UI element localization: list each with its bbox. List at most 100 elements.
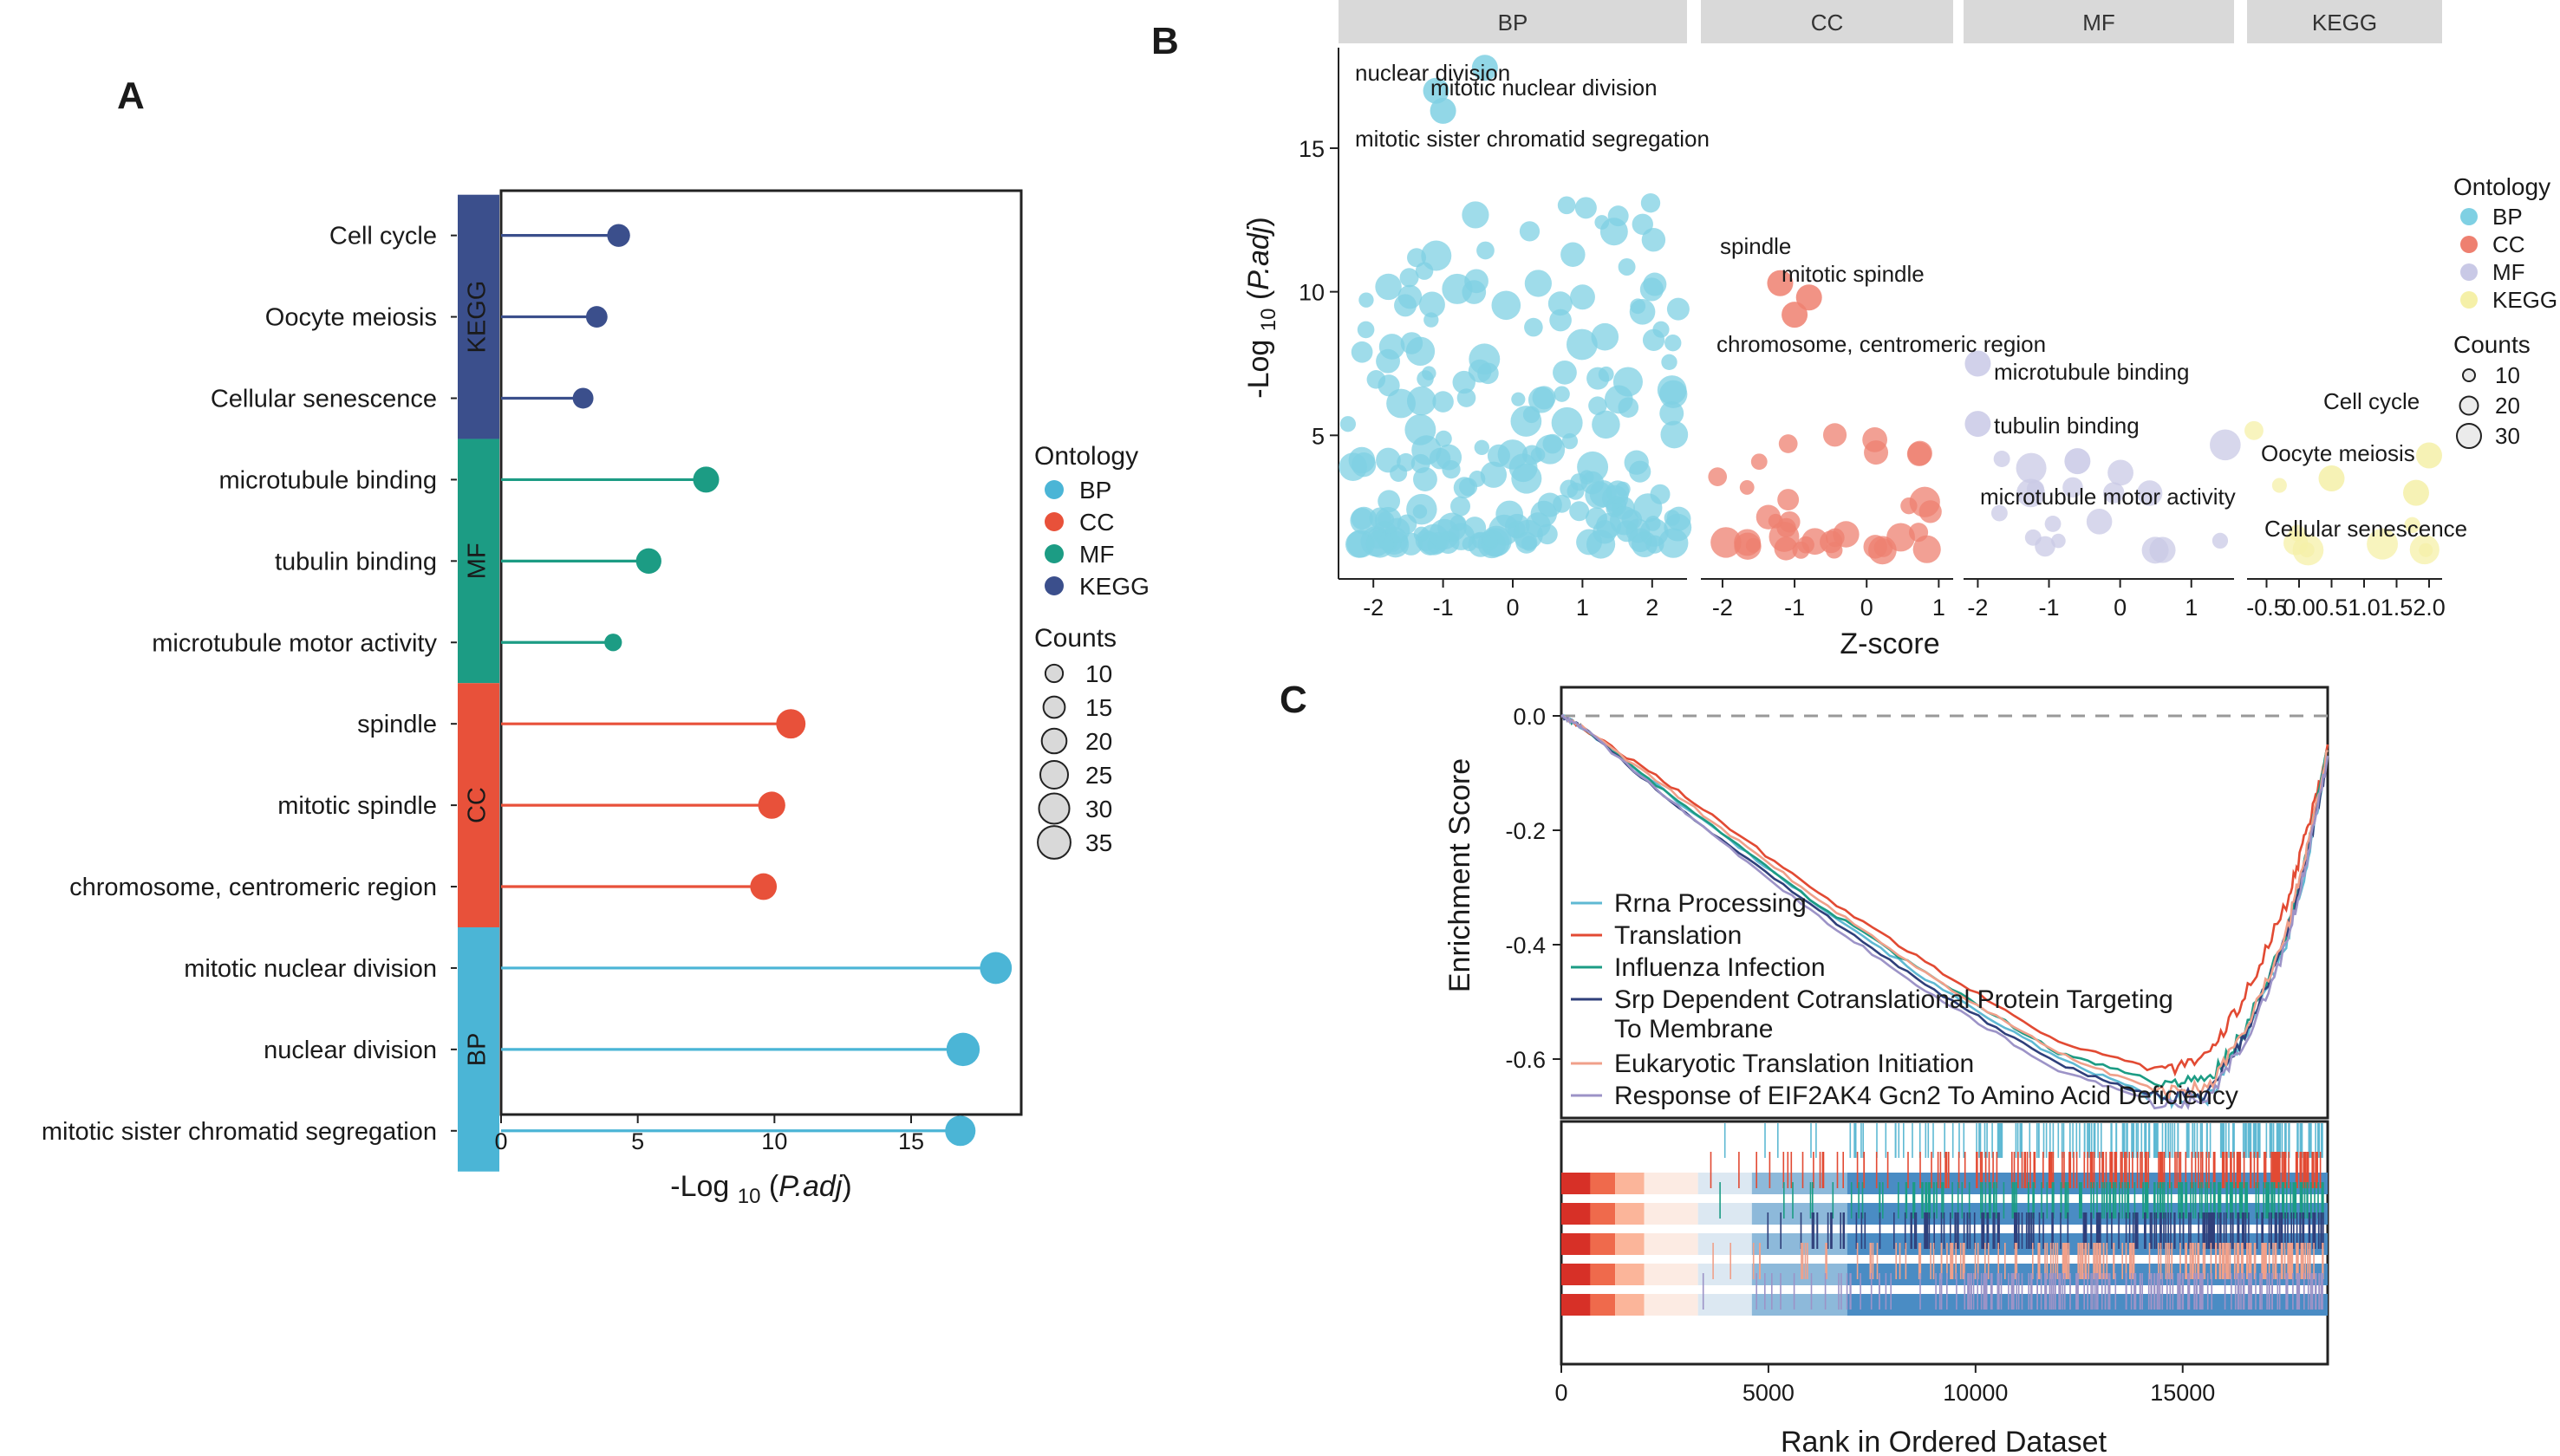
- panel-label-c: C: [1280, 679, 1307, 721]
- scatter-point-mf: [1990, 504, 2008, 522]
- scatter-point-bp: [1375, 273, 1402, 301]
- scatter-point-cc: [1918, 500, 1942, 523]
- scatter-point-cc: [1912, 535, 1941, 563]
- annotation-spindle: spindle: [1720, 233, 1791, 259]
- facet-strip-cc: [1701, 0, 1953, 43]
- rank-heat-segment: [1751, 1264, 1847, 1285]
- x-tick-label: 1: [1576, 595, 1589, 621]
- scatter-point-bp: [1660, 420, 1689, 449]
- annotated-point-microtubule-motor-activity: [2064, 448, 2091, 475]
- lollipop-dot-oocyte-meiosis: [585, 306, 608, 328]
- scatter-point-bp: [1549, 309, 1572, 332]
- legend-key-kegg: [2460, 291, 2478, 309]
- scatter-point-bp: [1476, 241, 1495, 260]
- term-label-nuclear-division: nuclear division: [264, 1037, 437, 1064]
- scatter-point-bp: [1378, 490, 1401, 513]
- lollipop-dot-microtubule-binding: [693, 466, 720, 493]
- annotation-mitotic-spindle: mitotic spindle: [1782, 261, 1925, 287]
- scatter-point-bp: [1547, 291, 1573, 316]
- scatter-point-mf: [2149, 536, 2176, 563]
- panel-c-gsea: 0.0 -0.2 -0.4 -0.6 Enrichment Score Rrna Proc…: [1443, 686, 2329, 1456]
- scatter-point-bp: [1532, 386, 1556, 410]
- rank-heat-segment: [1615, 1233, 1645, 1255]
- group-label-cc: CC: [464, 787, 492, 823]
- scatter-point-kegg: [2404, 517, 2420, 534]
- rank-heat-segment: [1561, 1233, 1591, 1255]
- scatter-point-bp: [1574, 197, 1597, 219]
- lollipop-dot-spindle: [776, 709, 806, 739]
- lollipop-dot-mitotic-spindle: [758, 791, 785, 819]
- axis-title-subscript: 10: [738, 1185, 761, 1208]
- scatter-point-bp: [1522, 406, 1541, 424]
- group-bar-cc: [458, 683, 499, 927]
- scatter-point-bp: [1580, 471, 1605, 495]
- annotated-point-chromosome-centromeric-region: [1782, 302, 1808, 328]
- legend-size-key: [1037, 825, 1072, 860]
- legend-title-counts: Counts: [2453, 331, 2531, 358]
- annotation-chromosome-centromeric-region: chromosome, centromeric region: [1716, 331, 2046, 357]
- annotation-cellular-senescence: Cellular senescence: [2264, 516, 2467, 542]
- legend-key-bp: [2460, 208, 2478, 225]
- scatter-point-bp: [1412, 467, 1437, 491]
- legend-size-key: [1038, 792, 1071, 825]
- scatter-point-bp: [1394, 294, 1417, 317]
- scatter-point-cc: [1777, 489, 1800, 511]
- scatter-point-bp: [1588, 396, 1607, 415]
- panel-a-lollipop: KEGG Cell cycle Oocyte meiosis Cellular sen…: [42, 189, 1150, 1208]
- rank-heat-segment: [1561, 1203, 1591, 1225]
- scatter-point-bp: [1524, 270, 1552, 297]
- term-label-spindle: spindle: [357, 711, 437, 738]
- x-tick-label: 1: [2185, 595, 2198, 621]
- facet-label-mf: MF: [2082, 10, 2115, 36]
- term-label-mitotic-spindle: mitotic spindle: [277, 792, 437, 820]
- x-tick-label: 0: [1860, 595, 1873, 621]
- scatter-point-cc: [1739, 480, 1755, 495]
- y-tick-label: -0.2: [1505, 818, 1546, 844]
- lollipop-dot-cellular-senescence: [572, 387, 594, 409]
- rank-heat-segment: [1697, 1203, 1752, 1225]
- scatter-point-bp: [1607, 205, 1629, 227]
- legend-label-bp: BP: [2492, 204, 2523, 230]
- scatter-point-bp: [1633, 493, 1663, 523]
- rank-heat-segment: [1561, 1264, 1591, 1285]
- x-tick-label: 15: [898, 1128, 924, 1154]
- scatter-point-cc: [1822, 423, 1847, 447]
- x-tick-label: 0: [2114, 595, 2127, 621]
- rank-heat-segment: [1590, 1294, 1616, 1316]
- scatter-point-mf: [2016, 452, 2047, 484]
- scatter-point-bp: [1464, 269, 1488, 294]
- x-tick-label: 5000: [1742, 1380, 1795, 1406]
- legend-label-kegg: KEGG: [1079, 573, 1150, 600]
- scatter-point-bp: [1511, 392, 1526, 406]
- group-label-mf: MF: [464, 543, 492, 579]
- gene-hit-marks-srp-dependent-cotranslational-protein-targeting-to-membrane: [1767, 1212, 2324, 1249]
- legend-label-translation: Translation: [1614, 921, 1742, 950]
- annotation-nuclear-division: nuclear division: [1355, 60, 1510, 86]
- annotation-mitotic-sister-chromatid-segregation: mitotic sister chromatid segregation: [1355, 126, 1710, 152]
- group-label-bp: BP: [464, 1033, 492, 1067]
- annotated-point-cellular-senescence: [2403, 479, 2429, 506]
- scatter-point-bp: [1491, 290, 1521, 321]
- scatter-point-bp: [1357, 321, 1375, 339]
- axis-title-subscript: 10: [1257, 309, 1280, 332]
- x-tick-label: -2: [1363, 595, 1384, 621]
- legend-label-influenza-infection: Influenza Infection: [1614, 953, 1826, 982]
- legend-size-label: 15: [1085, 694, 1112, 721]
- scatter-point-cc: [1774, 536, 1798, 561]
- axis-title-text: ): [842, 1170, 851, 1203]
- annotated-point-microtubule-binding: [1964, 350, 1991, 377]
- scatter-point-bp: [1378, 511, 1395, 529]
- scatter-point-cc: [1900, 497, 1918, 515]
- legend-size-label: 30: [1085, 796, 1112, 822]
- scatter-point-bp: [1469, 471, 1486, 487]
- scatter-point-bp: [1641, 228, 1666, 252]
- group-bar-kegg: [458, 194, 499, 439]
- axis-title-text: ): [1242, 217, 1275, 226]
- legend-label-srp-dependent-cotranslational-protein-targeting-to-membrane: To Membrane: [1614, 1015, 1773, 1043]
- rank-heat-segment: [1697, 1233, 1752, 1255]
- scatter-point-mf: [2210, 429, 2241, 461]
- y-tick-label: -0.6: [1505, 1047, 1546, 1073]
- x-axis-title: Rank in Ordered Dataset: [1781, 1426, 2107, 1456]
